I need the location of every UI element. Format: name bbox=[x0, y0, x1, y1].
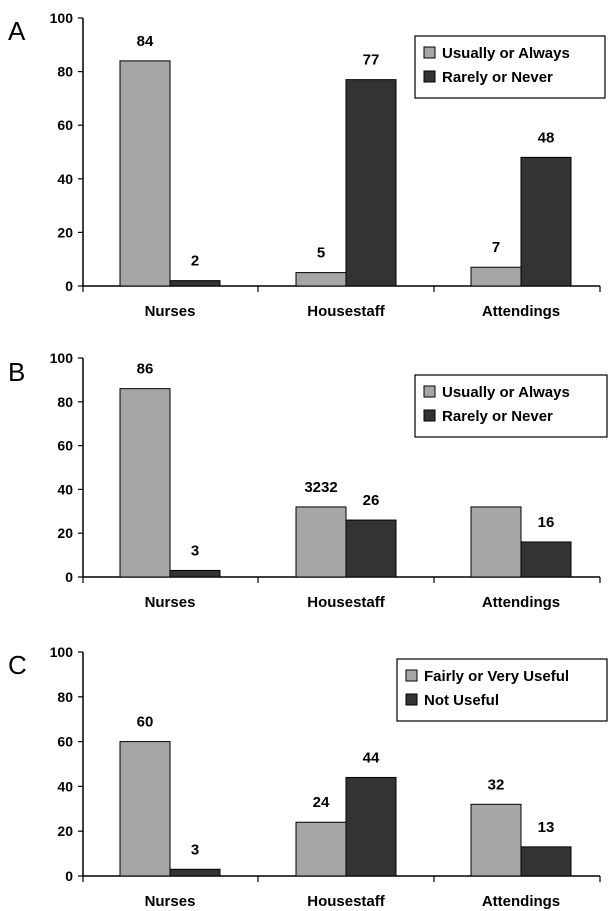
y-tick-label: 20 bbox=[57, 224, 73, 240]
y-tick-label: 100 bbox=[50, 10, 74, 26]
legend-label: Not Useful bbox=[424, 692, 499, 709]
y-tick-label: 80 bbox=[57, 689, 73, 705]
chart-panel-b: B 0 20 40 60 80 100 86 3 Nurses 3232 26 Housestaff 16… bbox=[8, 350, 608, 611]
legend-swatch bbox=[405, 693, 418, 706]
legend-label: Usually or Always bbox=[442, 45, 570, 62]
category-label: Nurses bbox=[145, 303, 196, 320]
panel-letter: C bbox=[8, 650, 27, 680]
legend-swatch bbox=[423, 46, 436, 59]
bar-series2 bbox=[520, 541, 572, 578]
legend-swatch bbox=[423, 409, 436, 422]
category-label: Nurses bbox=[145, 893, 196, 910]
y-tick-label: 40 bbox=[57, 481, 73, 497]
y-tick-label: 0 bbox=[65, 278, 73, 294]
bar-series2 bbox=[345, 519, 397, 578]
category-label: Nurses bbox=[145, 594, 196, 611]
category-label: Attendings bbox=[482, 594, 560, 611]
legend: Usually or Always Rarely or Never bbox=[414, 35, 606, 99]
data-label: 48 bbox=[538, 129, 555, 146]
legend-box bbox=[414, 374, 608, 438]
legend-swatch bbox=[423, 70, 436, 83]
y-tick-label: 0 bbox=[65, 569, 73, 585]
bar-series1 bbox=[470, 506, 522, 578]
panel-letter: A bbox=[8, 16, 26, 46]
bar-series2 bbox=[345, 79, 397, 287]
category-label: Attendings bbox=[482, 303, 560, 320]
category-label: Housestaff bbox=[307, 303, 386, 320]
y-tick-label: 100 bbox=[50, 644, 74, 660]
bar-series2 bbox=[169, 569, 221, 578]
data-label: 16 bbox=[538, 514, 555, 531]
data-label: 3232 bbox=[304, 479, 337, 496]
y-tick-label: 60 bbox=[57, 117, 73, 133]
data-label: 44 bbox=[363, 749, 380, 766]
bar-series2 bbox=[520, 156, 572, 287]
legend-box bbox=[396, 658, 608, 722]
legend-box bbox=[414, 35, 606, 99]
legend-swatch bbox=[423, 385, 436, 398]
bar-series1 bbox=[295, 821, 347, 877]
y-tick-label: 20 bbox=[57, 823, 73, 839]
legend-label: Usually or Always bbox=[442, 384, 570, 401]
bar-series1 bbox=[119, 741, 171, 877]
y-tick-label: 20 bbox=[57, 525, 73, 541]
category-label: Housestaff bbox=[307, 594, 386, 611]
legend-label: Rarely or Never bbox=[442, 69, 553, 86]
data-label: 13 bbox=[538, 819, 555, 836]
legend-label: Rarely or Never bbox=[442, 408, 553, 425]
data-label: 26 bbox=[363, 492, 380, 509]
legend: Usually or Always Rarely or Never bbox=[414, 374, 608, 438]
bar-series1 bbox=[119, 60, 171, 287]
legend: Fairly or Very Useful Not Useful bbox=[396, 658, 608, 722]
data-label: 3 bbox=[191, 542, 199, 559]
data-label: 32 bbox=[488, 776, 505, 793]
y-tick-label: 40 bbox=[57, 778, 73, 794]
panel-letter: B bbox=[8, 357, 25, 387]
bar-series1 bbox=[295, 272, 347, 287]
category-label: Housestaff bbox=[307, 893, 386, 910]
bar-series2 bbox=[345, 776, 397, 877]
bar-series1 bbox=[295, 506, 347, 578]
chart-panel-c: C 0 20 40 60 80 100 60 3 Nurses 24 44 Housestaff 32 13… bbox=[8, 644, 608, 910]
data-label: 5 bbox=[317, 245, 325, 262]
data-label: 60 bbox=[137, 714, 154, 731]
data-label: 3 bbox=[191, 841, 199, 858]
data-label: 86 bbox=[137, 361, 154, 378]
data-label: 24 bbox=[313, 794, 330, 811]
legend-label: Fairly or Very Useful bbox=[424, 668, 569, 685]
y-tick-label: 60 bbox=[57, 734, 73, 750]
data-label: 77 bbox=[363, 52, 380, 69]
y-tick-label: 60 bbox=[57, 438, 73, 454]
category-label: Attendings bbox=[482, 893, 560, 910]
bar-series2 bbox=[169, 868, 221, 877]
chart-panel-a: A 0 20 40 60 80 100 84 2 Nurses 5 77 Housestaff 7 48 At… bbox=[8, 10, 606, 320]
y-tick-label: 100 bbox=[50, 350, 74, 366]
legend-swatch bbox=[405, 669, 418, 682]
bar-series1 bbox=[119, 388, 171, 578]
y-tick-label: 80 bbox=[57, 394, 73, 410]
data-label: 7 bbox=[492, 239, 500, 256]
bar-series1 bbox=[470, 266, 522, 287]
y-tick-label: 40 bbox=[57, 171, 73, 187]
y-tick-label: 0 bbox=[65, 868, 73, 884]
y-tick-label: 80 bbox=[57, 64, 73, 80]
bar-series2 bbox=[169, 280, 221, 287]
data-label: 84 bbox=[137, 33, 154, 50]
data-label: 2 bbox=[191, 253, 199, 270]
bar-series1 bbox=[470, 803, 522, 877]
bar-series2 bbox=[520, 846, 572, 877]
